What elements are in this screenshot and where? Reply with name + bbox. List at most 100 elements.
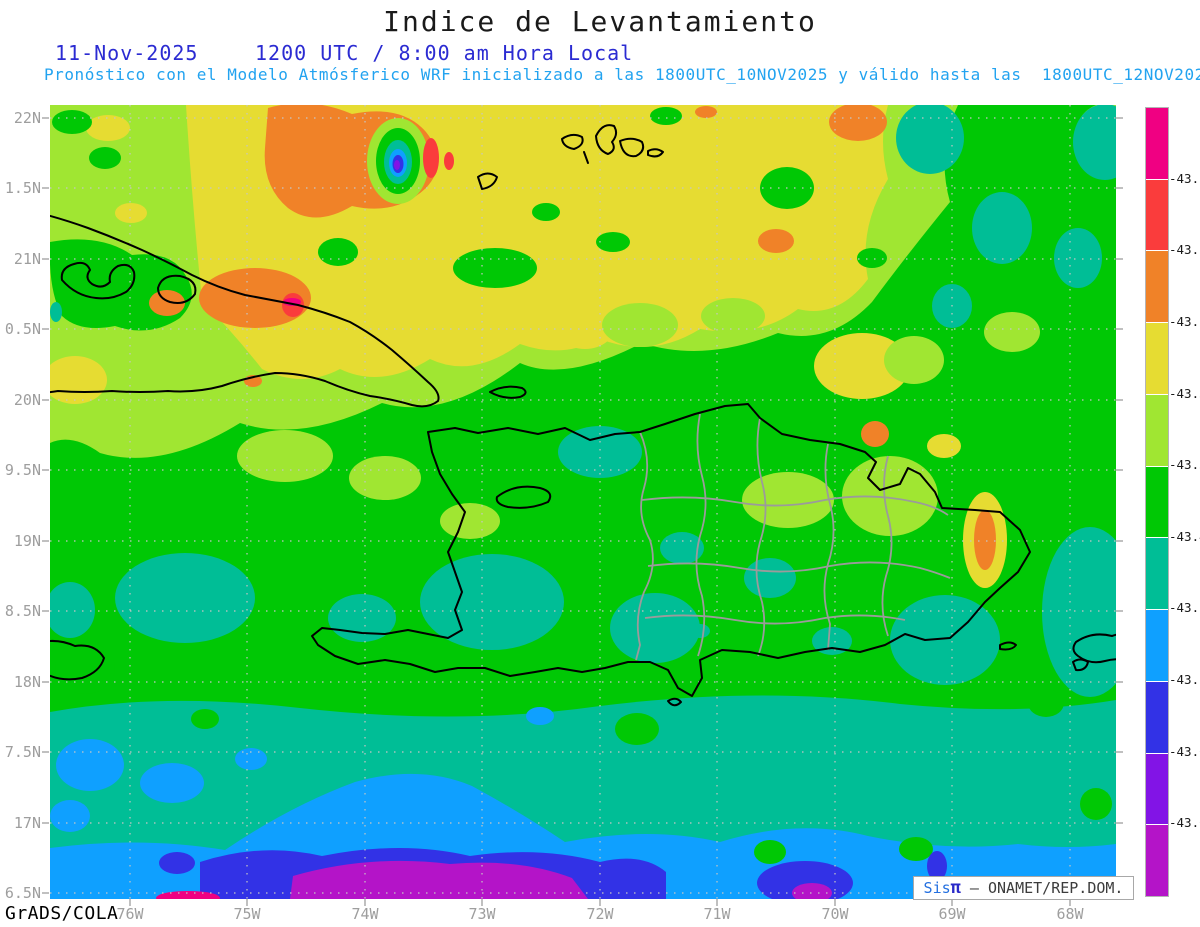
colorbar-tick-label: -43.1 bbox=[1169, 171, 1200, 186]
lon-label: 73W bbox=[468, 905, 496, 923]
contour-region-teal bbox=[660, 532, 704, 564]
contour-region-teal bbox=[50, 582, 95, 638]
contour-region-teal bbox=[1073, 105, 1116, 180]
lat-label: 9.5N bbox=[4, 461, 41, 479]
province-border bbox=[644, 614, 906, 625]
contour-region-teal bbox=[890, 595, 1000, 685]
coastline bbox=[489, 385, 527, 399]
coastline bbox=[1072, 658, 1089, 672]
colorbar-segment bbox=[1146, 609, 1168, 681]
colorbar-tick-label: -43.3 bbox=[1169, 457, 1200, 472]
page-title: Indice de Levantamiento bbox=[383, 5, 817, 38]
colorbar-segment bbox=[1146, 752, 1168, 825]
contour-region-orange bbox=[199, 268, 311, 328]
contour-region-teal bbox=[610, 593, 700, 663]
contour-region-teal bbox=[1042, 527, 1116, 697]
contour-region-green bbox=[52, 110, 92, 134]
colorbar-tick-label: -43.5 bbox=[1169, 672, 1200, 687]
colorbar-tick-label: -43.2 bbox=[1169, 314, 1200, 329]
contour-region-teal bbox=[744, 558, 796, 598]
contour-region-pink bbox=[156, 891, 220, 899]
lon-label: 76W bbox=[116, 905, 144, 923]
org-label: – ONAMET/REP.DOM. bbox=[960, 879, 1124, 897]
contour-region-teal bbox=[1054, 228, 1102, 288]
colorbar bbox=[1145, 107, 1169, 897]
contour-region-green bbox=[55, 642, 115, 694]
colorbar-tick-label: -43.6 bbox=[1169, 815, 1200, 830]
coastline bbox=[60, 261, 136, 300]
lon-label: 70W bbox=[821, 905, 849, 923]
branding-badge: Sis π – ONAMET/REP.DOM. bbox=[913, 876, 1134, 900]
lat-label: 8.5N bbox=[4, 602, 41, 620]
contour-region-green bbox=[191, 709, 219, 729]
contour-region-lightgreen bbox=[701, 298, 765, 334]
lat-label: 0.5N bbox=[4, 320, 41, 338]
contour-region-blue bbox=[159, 852, 195, 874]
coastline bbox=[667, 697, 682, 707]
lat-label: 20N bbox=[13, 391, 41, 409]
contour-region-green bbox=[596, 232, 630, 252]
colorbar-segment bbox=[1146, 178, 1168, 251]
contour-region-yellow bbox=[927, 434, 961, 458]
colorbar-segment bbox=[1146, 322, 1168, 394]
contour-region-teal bbox=[115, 553, 255, 643]
contour-region-orange bbox=[758, 229, 794, 253]
contour-region-green bbox=[453, 248, 537, 288]
contour-region-red bbox=[423, 138, 439, 178]
coastline bbox=[495, 485, 552, 509]
colorbar-tick-label: -43.1 bbox=[1169, 242, 1200, 257]
contour-region-lightgreen bbox=[842, 456, 938, 536]
province-border bbox=[881, 455, 893, 637]
contour-region-orange bbox=[149, 290, 185, 316]
lat-label: 17N bbox=[13, 814, 41, 832]
contour-region-lightgreen bbox=[742, 472, 834, 528]
contour-region-lightgreen bbox=[237, 430, 333, 482]
colorbar-segment bbox=[1146, 537, 1168, 610]
colorbar-segment bbox=[1146, 680, 1168, 753]
lat-label: 7.5N bbox=[4, 743, 41, 761]
coastline bbox=[50, 214, 440, 408]
contour-region-lightgreen bbox=[984, 312, 1040, 352]
coastline bbox=[619, 137, 645, 158]
lon-label: 71W bbox=[703, 905, 731, 923]
contour-region-purple bbox=[792, 883, 832, 899]
contour-region-blue bbox=[927, 851, 947, 881]
colorbar-segment bbox=[1146, 108, 1168, 179]
contour-region-yellow bbox=[115, 203, 147, 223]
contour-region-green bbox=[532, 203, 560, 221]
date-label: 11-Nov-2025 bbox=[55, 41, 199, 65]
coastline bbox=[50, 640, 105, 681]
contour-region-teal bbox=[972, 192, 1032, 264]
lon-label: 72W bbox=[586, 905, 614, 923]
contour-region-sky bbox=[56, 739, 124, 791]
contour-region-teal bbox=[420, 554, 564, 650]
contour-region-lightgreen bbox=[884, 336, 944, 384]
colorbar-tick-label: -43.6 bbox=[1169, 744, 1200, 759]
province-border bbox=[823, 443, 835, 651]
lat-label: 19N bbox=[13, 532, 41, 550]
coastline bbox=[311, 403, 1031, 697]
contour-region-yellow bbox=[553, 295, 617, 349]
contour-region-yellow bbox=[86, 115, 130, 141]
contour-region-violet bbox=[394, 160, 400, 170]
colorbar-tick-label: -43.4 bbox=[1169, 529, 1200, 544]
colorbar-segment bbox=[1146, 393, 1168, 466]
contour-region-yellow bbox=[50, 356, 107, 404]
contour-region-teal bbox=[896, 105, 964, 174]
contour-region-sky bbox=[50, 800, 90, 832]
province-border bbox=[647, 561, 951, 579]
sispi-logo: Sis bbox=[923, 879, 951, 897]
contour-region-green bbox=[1080, 788, 1112, 820]
colorbar-tick-label: -43.5 bbox=[1169, 600, 1200, 615]
contour-region-green bbox=[857, 248, 887, 268]
contour-region-green bbox=[318, 238, 358, 266]
colorbar-tick-label: -43.3 bbox=[1169, 386, 1200, 401]
contour-region-green bbox=[1028, 689, 1064, 717]
lat-label: 6.5N bbox=[4, 884, 41, 902]
lon-label: 74W bbox=[351, 905, 379, 923]
lat-label: 18N bbox=[13, 673, 41, 691]
province-border bbox=[641, 495, 949, 516]
contour-region-green bbox=[754, 840, 786, 864]
